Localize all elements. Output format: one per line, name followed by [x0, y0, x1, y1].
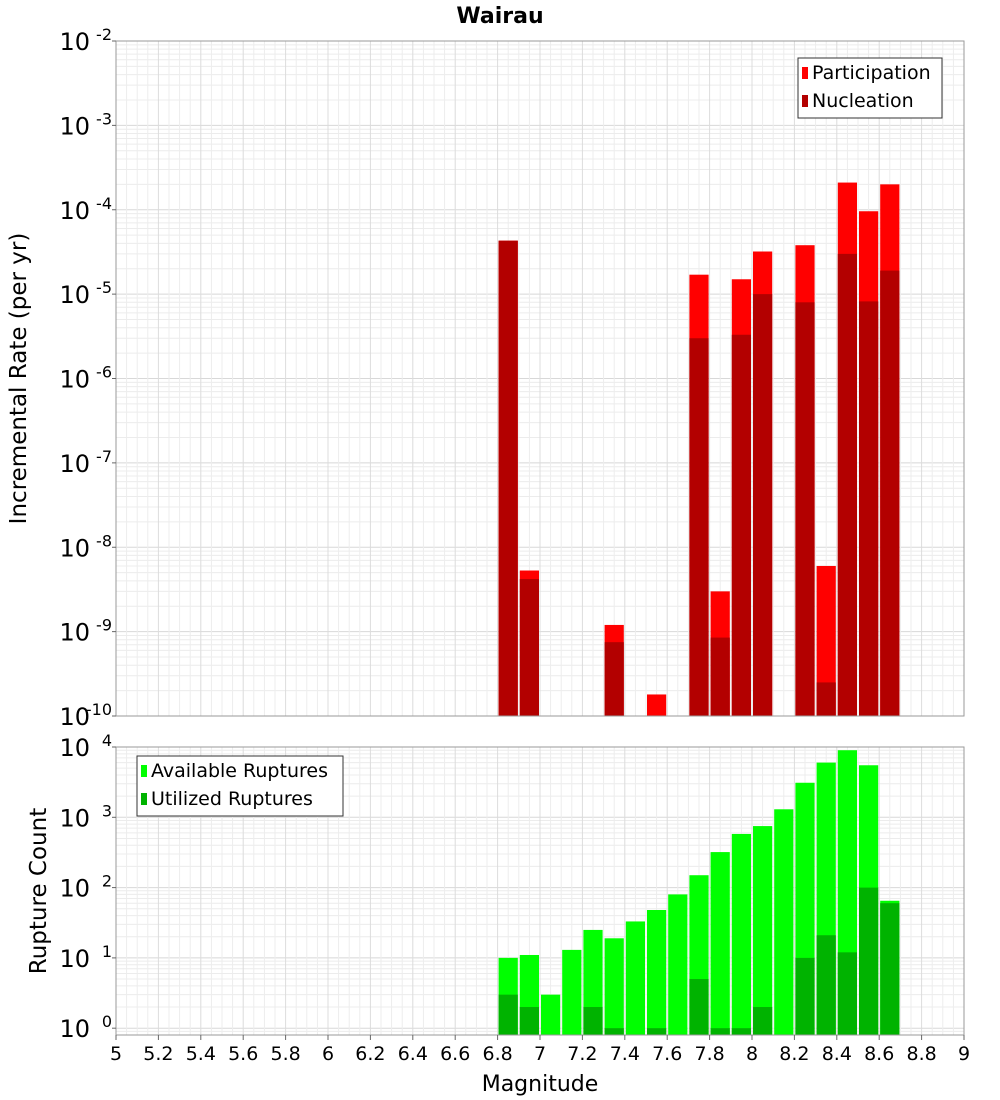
bar [668, 894, 688, 1035]
legend: Available Ruptures Utilized Ruptures [136, 755, 344, 817]
bar [753, 1007, 773, 1035]
y-tick-label: 10 -8 [59, 531, 112, 562]
y-tick-label: 10 -5 [59, 278, 112, 309]
y-tick-label: 10 -3 [59, 109, 112, 140]
bar [498, 994, 518, 1035]
legend-label: Available Ruptures [151, 760, 328, 782]
bar [837, 952, 857, 1035]
chart-title: Wairau [456, 4, 543, 29]
x-tick-label: 9 [958, 1043, 970, 1065]
bar [625, 921, 645, 1035]
legend-swatch [802, 67, 808, 79]
series-utilized-ruptures [498, 887, 900, 1035]
bar [880, 270, 900, 716]
y-axis-label: Incremental Rate (per yr) [6, 233, 32, 525]
y-tick-label: 10 4 [59, 731, 112, 762]
x-tick-label: 6.8 [482, 1043, 512, 1065]
grid [115, 40, 965, 717]
y-tick-label: 10-10 [59, 700, 112, 731]
x-tick-label: 5 [110, 1043, 122, 1065]
bar [710, 637, 730, 716]
y-tick-label: 10 3 [59, 801, 112, 832]
x-tick-label: 7 [534, 1043, 546, 1065]
y-tick-label: 10 1 [59, 942, 112, 973]
x-tick-label: 5.6 [228, 1043, 258, 1065]
bar [731, 1028, 751, 1035]
legend-label: Utilized Ruptures [151, 788, 313, 810]
bar [816, 935, 836, 1035]
y-tick-label: 10 2 [59, 872, 112, 903]
legend-label: Nucleation [812, 90, 914, 112]
bar [859, 887, 879, 1035]
bar [583, 1007, 603, 1035]
x-tick-label: 8.6 [864, 1043, 894, 1065]
x-tick-label: 7.2 [567, 1043, 597, 1065]
y-tick-label: 10 -6 [59, 363, 112, 394]
bar [753, 294, 773, 716]
legend-label: Participation [812, 62, 931, 84]
legend-box [797, 57, 943, 119]
legend-swatch [802, 95, 808, 107]
x-tick-label: 8.8 [906, 1043, 936, 1065]
bar [519, 1007, 539, 1035]
y-tick-label: 10 -9 [59, 616, 112, 647]
x-tick-label: 5.2 [143, 1043, 173, 1065]
y-tick-label: 10 -7 [59, 447, 112, 478]
bar [562, 949, 582, 1035]
x-tick-label: 8.4 [822, 1043, 852, 1065]
x-axis-label: Magnitude [482, 1072, 599, 1097]
x-tick-label: 6.6 [440, 1043, 470, 1065]
bar [880, 903, 900, 1035]
legend-swatch [141, 793, 147, 805]
x-tick-label: 6.4 [398, 1043, 428, 1065]
bar [647, 694, 667, 716]
bar [837, 253, 857, 716]
bar [816, 682, 836, 716]
x-tick-label: 7.6 [652, 1043, 682, 1065]
bar [541, 994, 561, 1035]
legend-swatch [141, 765, 147, 777]
series-nucleation [498, 240, 900, 717]
x-tick-label: 7.4 [610, 1043, 640, 1065]
x-tick-label: 5.4 [186, 1043, 216, 1065]
bar [604, 642, 624, 716]
y-tick-label: 10 -4 [59, 194, 112, 225]
rate-panel: 10-10 10-9 10-8 10-7 10-6 10-5 10-4 10-3 10 -2 Inc… [6, 25, 965, 731]
legend-box [136, 755, 344, 817]
bar [519, 579, 539, 716]
y-tick-label: 10 0 [59, 1012, 112, 1043]
bar [604, 1028, 624, 1035]
x-tick-label: 6 [322, 1043, 334, 1065]
bar [710, 852, 730, 1035]
bar [731, 833, 751, 1035]
bar [689, 338, 709, 716]
x-tick-label: 8 [746, 1043, 758, 1065]
bar [647, 910, 667, 1035]
bar [774, 809, 794, 1035]
x-tick-label: 6.2 [355, 1043, 385, 1065]
y-tick-label: 10 -2 [59, 25, 112, 56]
bar [795, 302, 815, 716]
bar [816, 565, 836, 716]
y-axis-label: Rupture Count [26, 808, 52, 974]
bar [710, 1028, 730, 1035]
bar [753, 826, 773, 1035]
bar [731, 334, 751, 716]
bar [795, 957, 815, 1035]
bar [604, 938, 624, 1035]
x-axis: 5 5.2 5.4 5.6 5.8 6 6.2 6.4 6.6 6.8 7 7.2 7.4 7.6 7.8 8… [110, 1035, 970, 1065]
x-tick-label: 7.8 [694, 1043, 724, 1065]
bar [689, 979, 709, 1035]
bar [647, 1028, 667, 1035]
x-tick-label: 5.8 [270, 1043, 300, 1065]
legend: Participation Nucleation [797, 57, 943, 119]
bar [498, 240, 518, 717]
x-tick-label: 8.2 [779, 1043, 809, 1065]
bar [859, 301, 879, 716]
